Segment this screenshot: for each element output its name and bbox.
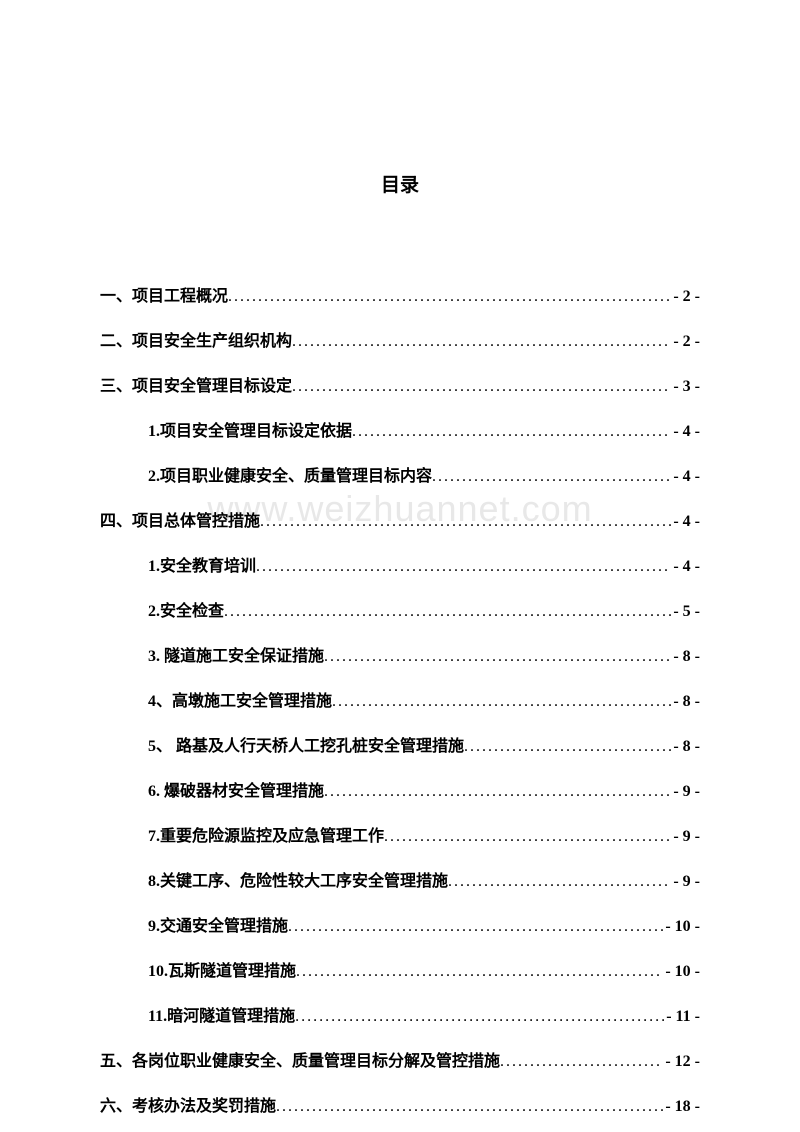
toc-entry-dots	[288, 918, 663, 936]
toc-entry-dots	[352, 423, 671, 441]
toc-entry-page: - 5 -	[671, 603, 700, 621]
toc-entry: 四、项目总体管控措施 - 4 -	[100, 507, 700, 531]
toc-entry-label: 5、 路基及人行天桥人工挖孔桩安全管理措施	[148, 732, 464, 756]
toc-entry-label: 3. 隧道施工安全保证措施	[148, 642, 324, 666]
toc-entry-dots	[324, 648, 671, 666]
toc-entry-page: - 10 -	[663, 963, 700, 981]
toc-entry: 二、项目安全生产组织机构 - 2 -	[100, 327, 700, 351]
toc-entry-label: 10.瓦斯隧道管理措施	[148, 957, 296, 981]
toc-entry-label: 1.安全教育培训	[148, 552, 256, 576]
toc-entry-dots	[224, 603, 671, 621]
toc-entry: 2.安全检查 - 5 -	[100, 597, 700, 621]
toc-entry-dots	[292, 378, 671, 396]
toc-container: 一、项目工程概况 - 2 -二、项目安全生产组织机构 - 2 -三、项目安全管理…	[100, 282, 700, 1116]
toc-entry: 1.项目安全管理目标设定依据 - 4 -	[100, 417, 700, 441]
toc-entry: 11.暗河隧道管理措施 - 11 -	[100, 1002, 700, 1026]
toc-entry-dots	[324, 783, 671, 801]
toc-entry-page: - 4 -	[671, 558, 700, 576]
toc-entry-label: 6. 爆破器材安全管理措施	[148, 777, 324, 801]
toc-entry-label: 二、项目安全生产组织机构	[100, 327, 292, 351]
toc-entry-page: - 18 -	[663, 1098, 700, 1116]
toc-entry-dots	[260, 513, 671, 531]
toc-entry-dots	[228, 288, 671, 306]
toc-entry: 10.瓦斯隧道管理措施 - 10 -	[100, 957, 700, 981]
toc-entry: 六、考核办法及奖罚措施 - 18 -	[100, 1092, 700, 1116]
toc-entry: 2.项目职业健康安全、质量管理目标内容 - 4 -	[100, 462, 700, 486]
toc-entry-dots	[332, 693, 671, 711]
toc-entry-page: - 9 -	[671, 873, 700, 891]
toc-entry-page: - 3 -	[671, 378, 700, 396]
toc-entry-dots	[256, 558, 671, 576]
toc-entry-page: - 8 -	[671, 648, 700, 666]
toc-entry-page: - 4 -	[671, 513, 700, 531]
toc-entry-label: 一、项目工程概况	[100, 282, 228, 306]
document-content: 目录 一、项目工程概况 - 2 -二、项目安全生产组织机构 - 2 -三、项目安…	[100, 170, 700, 1116]
toc-entry-label: 4、高墩施工安全管理措施	[148, 687, 332, 711]
toc-entry-page: - 11 -	[664, 1008, 700, 1026]
toc-entry: 6. 爆破器材安全管理措施 - 9 -	[100, 777, 700, 801]
toc-entry-dots	[276, 1098, 663, 1116]
toc-entry-label: 7.重要危险源监控及应急管理工作	[148, 822, 384, 846]
toc-entry: 5、 路基及人行天桥人工挖孔桩安全管理措施 - 8 -	[100, 732, 700, 756]
toc-entry: 9.交通安全管理措施 - 10 -	[100, 912, 700, 936]
toc-entry: 7.重要危险源监控及应急管理工作 - 9 -	[100, 822, 700, 846]
toc-entry-label: 2.安全检查	[148, 597, 224, 621]
toc-entry-page: - 10 -	[663, 918, 700, 936]
toc-entry-dots	[432, 468, 671, 486]
toc-entry-dots	[464, 738, 671, 756]
toc-entry-page: - 8 -	[671, 738, 700, 756]
toc-entry-page: - 4 -	[671, 468, 700, 486]
toc-entry: 五、各岗位职业健康安全、质量管理目标分解及管控措施 - 12 -	[100, 1047, 700, 1071]
toc-entry-dots	[500, 1053, 663, 1071]
toc-entry-dots	[292, 333, 671, 351]
toc-entry-label: 9.交通安全管理措施	[148, 912, 288, 936]
toc-entry-dots	[295, 1008, 664, 1026]
toc-entry-page: - 9 -	[671, 783, 700, 801]
toc-entry-label: 四、项目总体管控措施	[100, 507, 260, 531]
toc-entry-dots	[296, 963, 663, 981]
toc-entry-page: - 2 -	[671, 333, 700, 351]
toc-entry-label: 六、考核办法及奖罚措施	[100, 1092, 276, 1116]
toc-entry-label: 五、各岗位职业健康安全、质量管理目标分解及管控措施	[100, 1047, 500, 1071]
toc-entry-label: 2.项目职业健康安全、质量管理目标内容	[148, 462, 432, 486]
toc-entry: 一、项目工程概况 - 2 -	[100, 282, 700, 306]
toc-entry-dots	[384, 828, 671, 846]
toc-entry-label: 8.关键工序、危险性较大工序安全管理措施	[148, 867, 448, 891]
toc-entry: 8.关键工序、危险性较大工序安全管理措施 - 9 -	[100, 867, 700, 891]
toc-entry-label: 1.项目安全管理目标设定依据	[148, 417, 352, 441]
toc-entry-page: - 9 -	[671, 828, 700, 846]
toc-entry-page: - 2 -	[671, 288, 700, 306]
toc-entry-page: - 8 -	[671, 693, 700, 711]
toc-entry-label: 三、项目安全管理目标设定	[100, 372, 292, 396]
toc-entry-label: 11.暗河隧道管理措施	[148, 1002, 295, 1026]
toc-entry: 1.安全教育培训 - 4 -	[100, 552, 700, 576]
toc-entry: 三、项目安全管理目标设定 - 3 -	[100, 372, 700, 396]
toc-entry-dots	[448, 873, 671, 891]
toc-entry-page: - 4 -	[671, 423, 700, 441]
toc-entry: 4、高墩施工安全管理措施 - 8 -	[100, 687, 700, 711]
toc-title: 目录	[100, 170, 700, 197]
toc-entry-page: - 12 -	[663, 1053, 700, 1071]
toc-entry: 3. 隧道施工安全保证措施 - 8 -	[100, 642, 700, 666]
